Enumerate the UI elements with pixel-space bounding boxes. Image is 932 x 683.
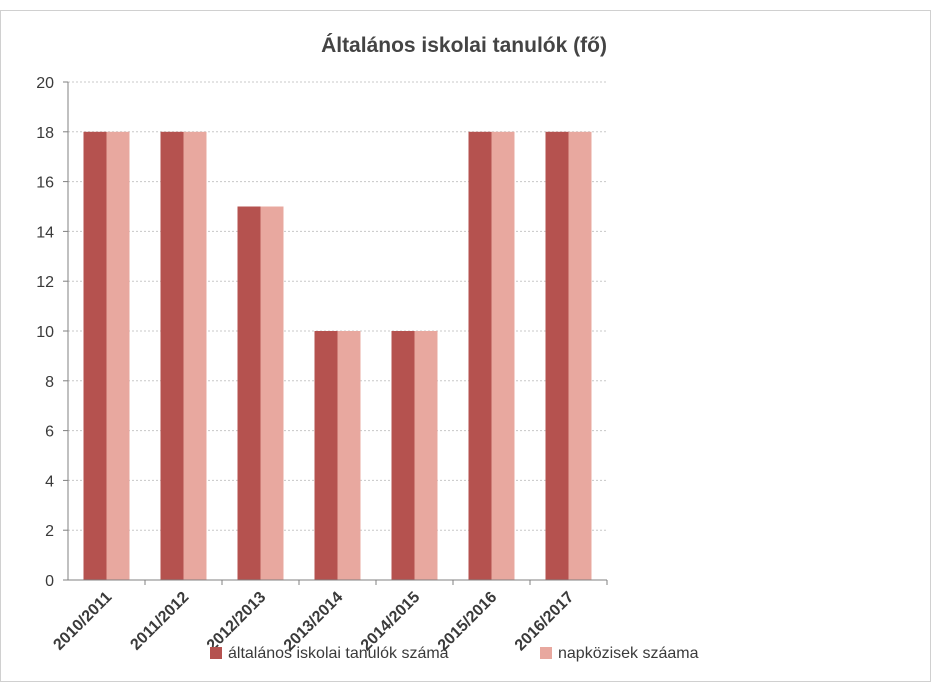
y-tick-label: 10 [36,324,54,341]
chart-border [0,10,931,682]
bar-tanulok [237,206,261,580]
y-tick-label: 8 [45,374,54,391]
legend-swatch [210,647,222,659]
y-tick-label: 12 [36,274,54,291]
bars [83,131,592,581]
bar-tanulok [468,131,492,581]
y-tick-label: 20 [36,75,54,92]
bar-tanulok [314,331,338,580]
bar-tanulok [160,131,184,581]
y-tick-label: 6 [45,424,54,441]
bar-tanulok [391,331,415,580]
bar-napkozisek [183,131,207,581]
legend: általános iskolai tanulók száma napközise… [210,645,699,662]
bar-tanulok [545,131,569,581]
legend-swatch [540,647,552,659]
y-tick-label: 2 [45,523,54,540]
legend-label: napközisek száama [558,645,699,662]
legend-label: általános iskolai tanulók száma [228,645,449,662]
y-tick-label: 16 [36,175,54,192]
bar-napkozisek [260,206,284,580]
bar-napkozisek [337,331,361,580]
y-tick-label: 4 [45,473,54,490]
chart-title: Általános iskolai tanulók (fő) [321,34,607,57]
y-axis: 0 2 4 6 8 10 12 14 16 18 20 [36,75,69,590]
y-tick-label: 0 [45,573,54,590]
bar-napkozisek [491,131,515,581]
y-tick-label: 14 [36,224,54,241]
bar-napkozisek [568,131,592,581]
bar-napkozisek [414,331,438,580]
bar-napkozisek [106,131,130,581]
y-tick-label: 18 [36,125,54,142]
bar-tanulok [83,131,107,581]
